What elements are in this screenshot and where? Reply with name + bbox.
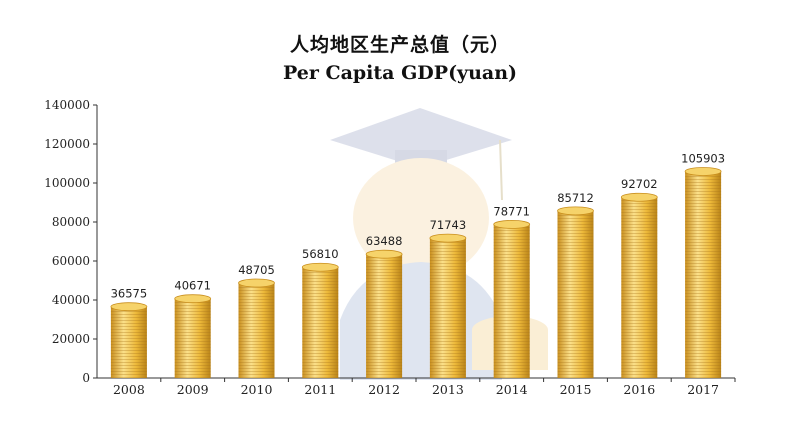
bar-top-coin xyxy=(174,294,212,304)
data-label: 40671 xyxy=(174,279,211,293)
data-label: 85712 xyxy=(557,191,594,205)
bar xyxy=(684,167,722,378)
x-tick-label: 2012 xyxy=(368,382,400,397)
bar-coin-lines xyxy=(302,267,339,378)
bar xyxy=(429,233,467,378)
bar-coin-lines xyxy=(110,306,147,378)
data-label: 71743 xyxy=(430,218,467,232)
x-tick-label: 2010 xyxy=(241,382,273,397)
bar-coin-lines xyxy=(685,171,722,378)
bar-coin-lines xyxy=(238,283,275,378)
labels: 36575 2008 40671 2009 48705 2010 56810 2011 6348… xyxy=(111,151,725,397)
data-label: 92702 xyxy=(621,177,658,191)
y-tick-label: 140000 xyxy=(44,98,90,112)
bars xyxy=(110,167,722,378)
bar-coin-lines xyxy=(429,238,466,378)
y-tick-label: 40000 xyxy=(52,293,90,307)
data-label: 36575 xyxy=(111,287,148,301)
x-tick-label: 2017 xyxy=(687,382,719,397)
bar xyxy=(110,302,148,378)
chart-title: 人均地区生产总值（元） xyxy=(289,34,510,56)
bar-top-coin xyxy=(493,219,531,229)
bar xyxy=(365,249,403,378)
bar-top-coin xyxy=(365,249,403,259)
bar xyxy=(301,262,339,378)
data-label: 105903 xyxy=(681,151,725,165)
x-tick-label: 2008 xyxy=(113,382,145,397)
x-tick-label: 2014 xyxy=(496,382,528,397)
x-tick-label: 2009 xyxy=(177,382,209,397)
y-tick-label: 120000 xyxy=(44,137,90,151)
bar xyxy=(493,219,531,378)
bar-top-coin xyxy=(684,167,722,176)
bar-top-coin xyxy=(110,302,148,312)
bar-top-coin xyxy=(429,233,467,243)
y-tick-label: 60000 xyxy=(52,254,90,268)
x-tick-label: 2015 xyxy=(560,382,592,397)
bar-top-coin xyxy=(557,206,594,216)
data-label: 63488 xyxy=(366,234,403,248)
chart-subtitle: Per Capita GDP(yuan) xyxy=(282,62,518,84)
bar-top-coin xyxy=(620,192,658,202)
bar-coin-lines xyxy=(621,197,658,378)
bar-top-coin xyxy=(238,278,275,288)
y-tick-label: 20000 xyxy=(52,332,90,346)
x-tick-label: 2013 xyxy=(432,382,464,397)
bar-coin-lines xyxy=(493,224,530,378)
data-label: 48705 xyxy=(238,263,275,277)
y-tick-label: 0 xyxy=(82,371,90,385)
bar-coin-lines xyxy=(557,210,594,378)
bar xyxy=(557,206,594,378)
y-tick-label: 80000 xyxy=(52,215,90,229)
x-tick-label: 2016 xyxy=(623,382,655,397)
x-tick-label: 2011 xyxy=(304,382,336,397)
y-tick-label: 100000 xyxy=(44,176,90,190)
bar xyxy=(238,278,275,378)
bar xyxy=(620,192,658,378)
bar-coin-lines xyxy=(366,254,403,378)
data-label: 56810 xyxy=(302,247,339,261)
bar-coin-lines xyxy=(174,298,211,378)
bar-top-coin xyxy=(301,262,339,272)
data-label: 78771 xyxy=(493,204,530,218)
bar xyxy=(174,294,212,378)
